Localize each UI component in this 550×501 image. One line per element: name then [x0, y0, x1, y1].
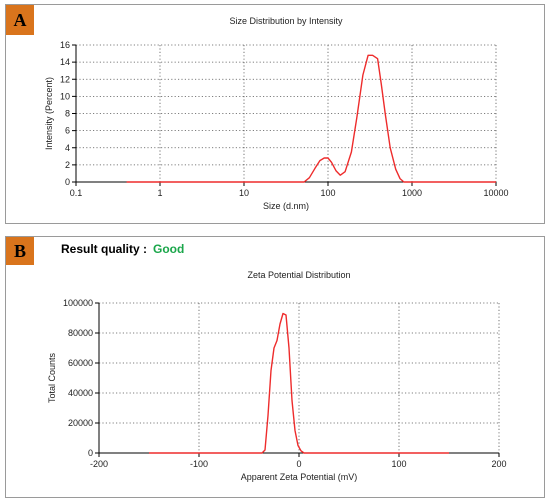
x-tick-label: -200 — [90, 459, 108, 469]
x-tick-label: -100 — [190, 459, 208, 469]
x-tick-label: 0 — [296, 459, 301, 469]
y-tick-label: 20000 — [68, 418, 93, 428]
y-tick-label: 10 — [60, 91, 70, 101]
x-tick-label: 100 — [391, 459, 406, 469]
result-quality-label: Result quality : — [61, 242, 148, 256]
panel-a: A Size Distribution by Intensity 0.1 1 10 10… — [5, 4, 545, 224]
y-axis-title: Intensity (Percent) — [44, 77, 54, 150]
result-quality-value: Good — [153, 242, 185, 256]
y-tick-label: 80000 — [68, 328, 93, 338]
y-tick-label: 0 — [65, 177, 70, 187]
panel-b-badge: B — [6, 237, 34, 265]
x-tick-label: 0.1 — [70, 188, 83, 198]
y-tick-label: 12 — [60, 74, 70, 84]
x-axis-title: Size (d.nm) — [263, 201, 309, 211]
y-tick-label: 6 — [65, 126, 70, 136]
chart-title: Size Distribution by Intensity — [229, 16, 343, 26]
result-quality: Result quality : Good — [61, 242, 184, 256]
zeta-potential-chart: Zeta Potential Distribution -200 -100 0 100 2… — [47, 270, 507, 482]
y-tick-label: 100000 — [63, 298, 93, 308]
panel-a-badge: A — [6, 5, 34, 35]
y-axis-title: Total Counts — [47, 352, 57, 403]
y-tick-label: 4 — [65, 143, 70, 153]
x-tick-label: 10000 — [483, 188, 508, 198]
y-tick-label: 16 — [60, 40, 70, 50]
y-tick-label: 60000 — [68, 358, 93, 368]
x-tick-label: 1 — [157, 188, 162, 198]
series-line — [126, 54, 496, 183]
y-tick-label: 2 — [65, 160, 70, 170]
x-tick-label: 100 — [320, 188, 335, 198]
y-tick-label: 40000 — [68, 388, 93, 398]
x-tick-label: 1000 — [402, 188, 422, 198]
y-tick-label: 0 — [88, 448, 93, 458]
x-axis-title: Apparent Zeta Potential (mV) — [241, 472, 358, 482]
series-line — [149, 312, 449, 454]
y-tick-label: 14 — [60, 57, 70, 67]
y-tick-label: 8 — [65, 109, 70, 119]
x-tick-label: 200 — [491, 459, 506, 469]
panel-b: B Result quality : Good Zeta Potential Di… — [5, 236, 545, 498]
x-tick-label: 10 — [239, 188, 249, 198]
chart-title: Zeta Potential Distribution — [247, 270, 350, 280]
